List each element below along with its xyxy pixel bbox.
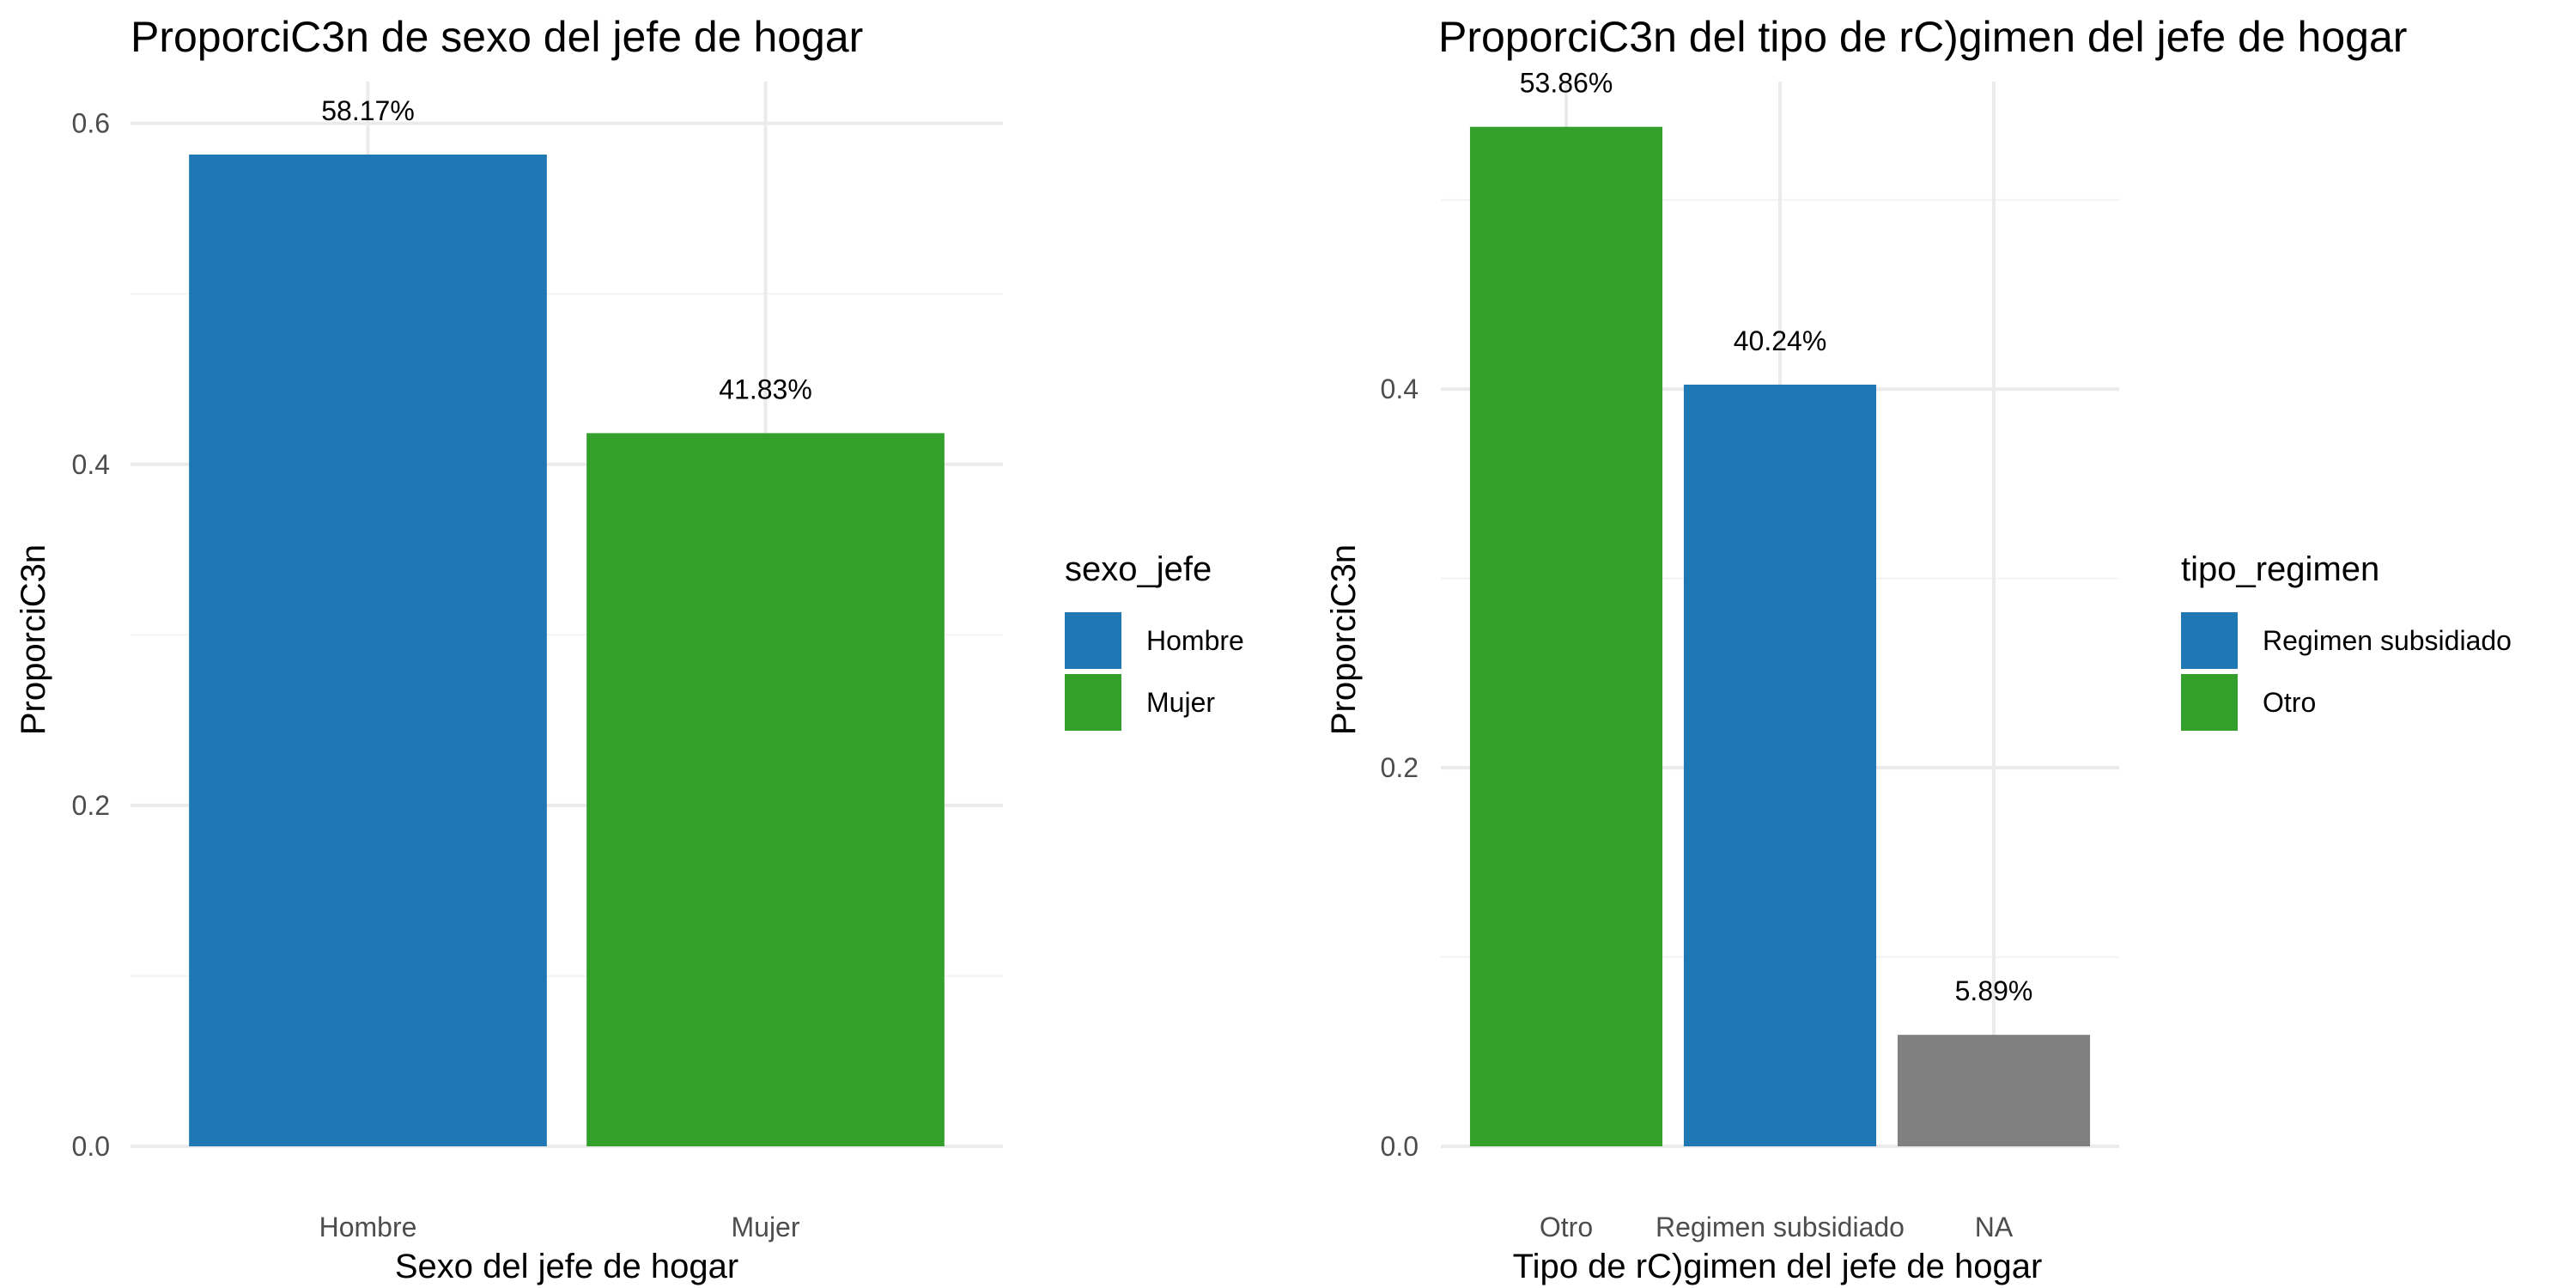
- legend: sexo_jefe Hombre Mujer: [1065, 550, 1244, 731]
- legend-title: tipo_regimen: [2181, 550, 2379, 588]
- y-tick-label: 0.4: [72, 449, 110, 480]
- x-tick-label: Regimen subsidiado: [1656, 1212, 1905, 1242]
- chart-sexo-jefe: 58.17% 41.83% 0.0 0.2 0.4 0.6 Hombre Mujer Propo…: [15, 13, 1244, 1285]
- x-tick-label: Otro: [1540, 1212, 1593, 1242]
- legend-key: [2181, 612, 2238, 669]
- data-label: 58.17%: [321, 95, 415, 126]
- y-axis-title: ProporciC3n: [1325, 544, 1363, 735]
- x-tick-label: Hombre: [319, 1212, 417, 1242]
- data-label: 5.89%: [1955, 975, 2033, 1006]
- data-label: 53.86%: [1520, 68, 1613, 99]
- legend-label: Regimen subsidiado: [2263, 625, 2512, 656]
- chart-title: ProporciC3n del tipo de rC)gimen del jef…: [1438, 13, 2407, 61]
- legend-title: sexo_jefe: [1065, 550, 1212, 588]
- x-tick-label: Mujer: [731, 1212, 799, 1242]
- legend: tipo_regimen Regimen subsidiado Otro: [2181, 550, 2512, 731]
- bar-regimen-subsidiado: [1683, 384, 1877, 1147]
- x-tick-label: NA: [1975, 1212, 2014, 1242]
- y-tick-label: 0.0: [72, 1131, 110, 1162]
- bar-mujer: [586, 433, 945, 1146]
- y-tick-label: 0.2: [72, 790, 110, 821]
- data-label: 40.24%: [1734, 325, 1827, 356]
- legend-label: Mujer: [1146, 687, 1215, 718]
- y-tick-label: 0.0: [1381, 1131, 1419, 1162]
- bar-hombre: [189, 154, 547, 1147]
- legend-key: [1065, 674, 1121, 731]
- bar-otro: [1469, 126, 1663, 1146]
- x-axis-title: Tipo de rC)gimen del jefe de hogar: [1513, 1248, 2043, 1285]
- legend-key: [1065, 612, 1121, 669]
- legend-label: Hombre: [1146, 625, 1244, 656]
- chart-tipo-regimen: 53.86% 40.24% 5.89% 0.0 0.2 0.4 Otro Regimen su…: [1325, 13, 2512, 1285]
- y-tick-label: 0.4: [1381, 374, 1419, 404]
- chart-title: ProporciC3n de sexo del jefe de hogar: [131, 13, 863, 61]
- x-axis-title: Sexo del jefe de hogar: [395, 1248, 738, 1285]
- y-tick-label: 0.2: [1381, 752, 1419, 783]
- y-axis-title: ProporciC3n: [15, 544, 52, 735]
- legend-label: Otro: [2263, 687, 2316, 718]
- legend-key: [2181, 674, 2238, 731]
- data-label: 41.83%: [719, 374, 812, 404]
- y-tick-label: 0.6: [72, 108, 110, 139]
- bar-na: [1897, 1035, 2091, 1146]
